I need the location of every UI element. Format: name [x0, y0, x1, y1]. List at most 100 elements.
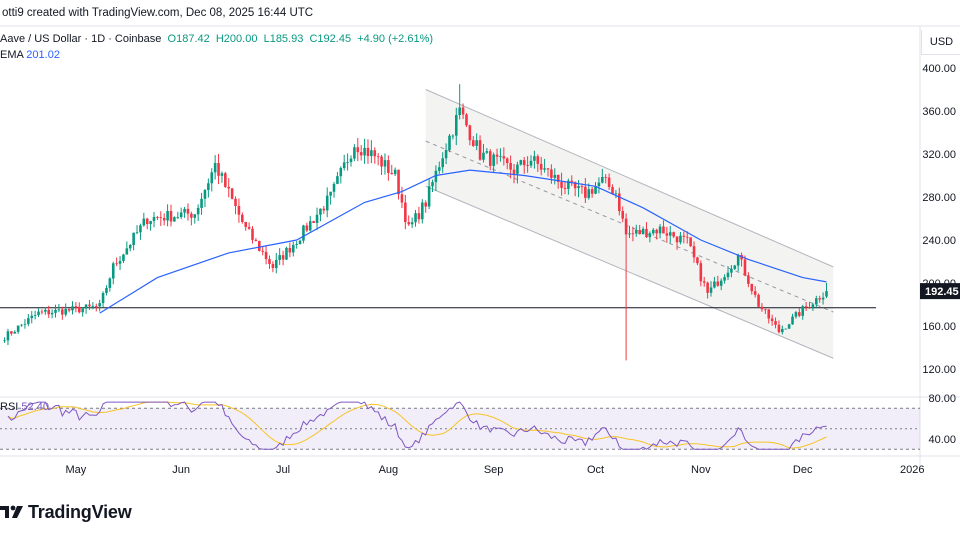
ema-label: EMA: [0, 49, 24, 61]
candle-body: [383, 160, 387, 167]
candle-body: [319, 208, 322, 215]
candle-body: [308, 221, 312, 231]
candle-body: [376, 156, 380, 158]
candle-body: [339, 168, 343, 177]
price-tick-label: 120.00: [922, 364, 956, 376]
candle-body: [750, 283, 754, 292]
candle-body: [30, 315, 34, 319]
candle-body: [363, 147, 366, 156]
time-tick-label: Sep: [484, 464, 504, 476]
candle-body: [784, 328, 788, 330]
candle-body: [251, 228, 254, 240]
candle-body: [145, 218, 149, 225]
candle-body: [736, 254, 740, 266]
candle-body: [404, 202, 407, 223]
candle-body: [804, 306, 808, 308]
candle-body: [665, 233, 669, 236]
candle-body: [278, 255, 281, 260]
rsi-legend[interactable]: RSI 52.40: [0, 401, 49, 413]
candle-body: [560, 181, 563, 188]
candle-body: [6, 331, 10, 341]
candle-body: [220, 173, 224, 176]
candle-body: [815, 298, 818, 305]
candle-body: [346, 162, 349, 163]
candle-body: [604, 177, 608, 178]
candle-body: [635, 229, 638, 234]
ema-legend[interactable]: EMA 201.02: [0, 49, 60, 61]
candle-body: [692, 246, 696, 258]
time-tick-label: Oct: [587, 464, 604, 476]
candle-body: [139, 225, 142, 233]
price-tick-label: 240.00: [922, 235, 956, 247]
candle-body: [135, 232, 139, 234]
candle-body: [563, 187, 567, 189]
candle-body: [84, 304, 88, 309]
candle-body: [132, 232, 135, 246]
candle-body: [115, 263, 118, 265]
channel-upper-line: [425, 89, 834, 268]
candle-body: [186, 208, 190, 214]
candle-body: [128, 245, 132, 249]
time-tick-label: Aug: [379, 464, 399, 476]
price-tick-label: 400.00: [922, 63, 956, 75]
candle-body: [213, 163, 217, 173]
candle-body: [798, 312, 801, 316]
candle-body: [777, 324, 781, 333]
attribution-bar: otti9 created with TradingView.com, Dec …: [0, 0, 960, 26]
candle-body: [353, 147, 356, 159]
candle-body: [356, 147, 360, 153]
candle-body: [247, 226, 251, 229]
candle-body: [366, 147, 370, 157]
currency-selector[interactable]: USD: [921, 30, 960, 55]
candle-body: [567, 180, 570, 189]
candle-body: [227, 186, 231, 189]
candle-body: [584, 186, 587, 198]
candle-body: [196, 207, 200, 215]
candle-body: [302, 225, 305, 241]
candle-body: [709, 287, 713, 293]
candle-body: [672, 232, 675, 237]
rsi-tick-label: 80.00: [928, 393, 956, 405]
candle-body: [152, 216, 156, 221]
candle-body: [505, 158, 509, 163]
candle-body: [512, 169, 516, 174]
candle-body: [821, 297, 825, 300]
candle-body: [108, 278, 112, 288]
candle-body: [682, 235, 686, 237]
candle-body: [57, 309, 61, 311]
candle-body: [305, 225, 309, 231]
candle-body: [699, 263, 703, 282]
candle-body: [285, 247, 288, 260]
candle-body: [16, 325, 20, 332]
candle-body: [726, 272, 730, 278]
candle-body: [495, 154, 499, 157]
last-price-label: 192.45: [925, 286, 959, 298]
candle-body: [519, 160, 523, 165]
candle-body: [71, 306, 74, 311]
candle-body: [618, 193, 621, 212]
candle-body: [631, 233, 635, 235]
candle-body: [553, 174, 557, 178]
candle-body: [200, 198, 203, 208]
candle-body: [380, 156, 383, 167]
candle-body: [461, 107, 465, 115]
candle-body: [485, 151, 489, 153]
candle-body: [373, 150, 377, 157]
candle-body: [533, 156, 536, 161]
candle-body: [767, 309, 771, 319]
open-value: O187.42: [167, 33, 210, 45]
candle-body: [781, 328, 784, 333]
candles: [3, 84, 828, 361]
candle-body: [387, 160, 390, 173]
candle-body: [159, 217, 163, 219]
candle-body: [774, 321, 777, 325]
symbol-name[interactable]: Aave / US Dollar · 1D · Coinbase: [0, 33, 162, 45]
candle-body: [169, 211, 173, 222]
candle-body: [427, 186, 431, 207]
candle-body: [27, 318, 30, 324]
candle-body: [499, 156, 502, 158]
candle-body: [410, 222, 414, 225]
candle-body: [149, 220, 152, 225]
candle-body: [258, 240, 261, 251]
